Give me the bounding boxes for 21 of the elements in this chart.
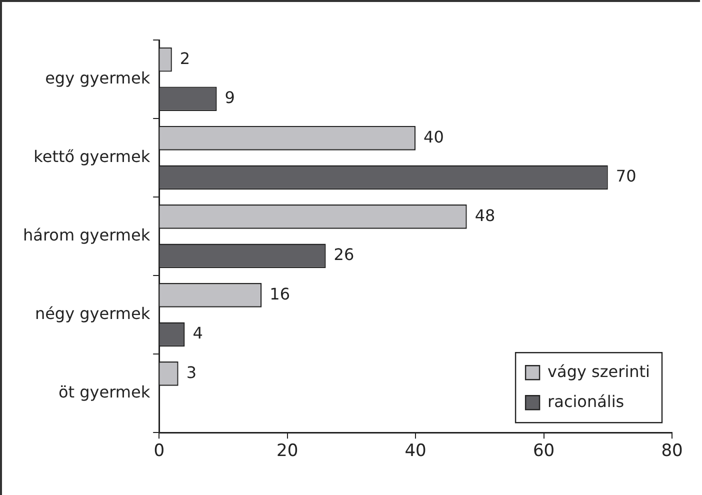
data-label: 3: [186, 362, 197, 382]
x-tick-label: 40: [404, 441, 426, 462]
y-tick-label: három gyermek: [23, 225, 151, 244]
x-tick-label: 20: [276, 441, 298, 462]
data-label: 9: [224, 88, 235, 108]
data-label: 16: [270, 284, 290, 304]
data-label: 40: [424, 127, 444, 146]
x-tick-label: 0: [154, 441, 165, 462]
y-tick-label: öt gyermek: [58, 382, 151, 402]
data-label: 4: [192, 324, 203, 343]
data-label: 2: [180, 48, 190, 68]
data-label: 48: [474, 206, 496, 225]
y-tick-label: kettő gyermek: [34, 146, 151, 166]
legend-label: racionális: [548, 392, 624, 411]
data-label: 70: [616, 166, 636, 186]
y-tick-label: négy gyermek: [34, 304, 151, 323]
x-tick-label: 80: [661, 441, 683, 462]
x-tick-label: 60: [532, 441, 555, 462]
y-tick-label: egy gyermek: [45, 68, 151, 88]
legend-label: vágy szerinti: [548, 362, 650, 381]
data-label: 26: [334, 245, 354, 264]
